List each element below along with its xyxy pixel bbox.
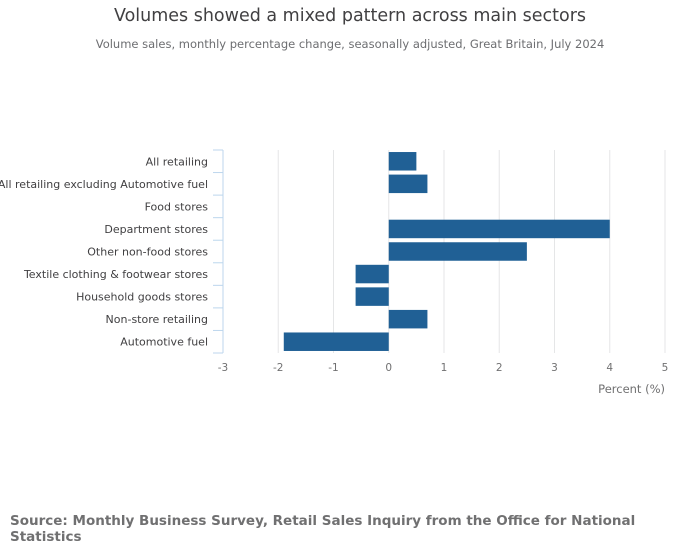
x-tick-label: -3 [218, 362, 228, 374]
category-label: Textile clothing & footwear stores [23, 268, 208, 281]
category-label: Automotive fuel [120, 336, 208, 349]
x-tick-label: -2 [273, 362, 283, 374]
x-tick-label: 0 [385, 362, 392, 374]
chart-title: Volumes showed a mixed pattern across ma… [113, 6, 587, 26]
bar [283, 332, 389, 351]
x-tick-label: 5 [662, 362, 669, 374]
bar [388, 242, 527, 261]
x-tick-label: 1 [441, 362, 448, 374]
chart-subtitle: Volume sales, monthly percentage change,… [95, 37, 605, 51]
category-label: Food stores [145, 200, 209, 213]
source-note: Source: Monthly Business Survey, Retail … [10, 513, 636, 545]
category-label: Department stores [104, 223, 208, 236]
x-tick-label: -1 [328, 362, 338, 374]
bar [388, 219, 610, 239]
category-label: Household goods stores [76, 291, 208, 304]
category-label: All retailing [146, 155, 208, 168]
category-label: Non-store retailing [106, 313, 208, 326]
category-label: All retailing excluding Automotive fuel [0, 178, 208, 191]
bar [355, 264, 389, 284]
bar [388, 152, 417, 171]
x-tick-label: 4 [606, 362, 613, 374]
x-tick-label: 3 [551, 362, 558, 374]
category-label: Other non-food stores [87, 246, 208, 259]
x-tick-label: 2 [496, 362, 503, 374]
bar [388, 309, 428, 329]
x-axis-title: Percent (%) [598, 382, 665, 396]
bar [388, 174, 428, 194]
bar [355, 287, 389, 306]
